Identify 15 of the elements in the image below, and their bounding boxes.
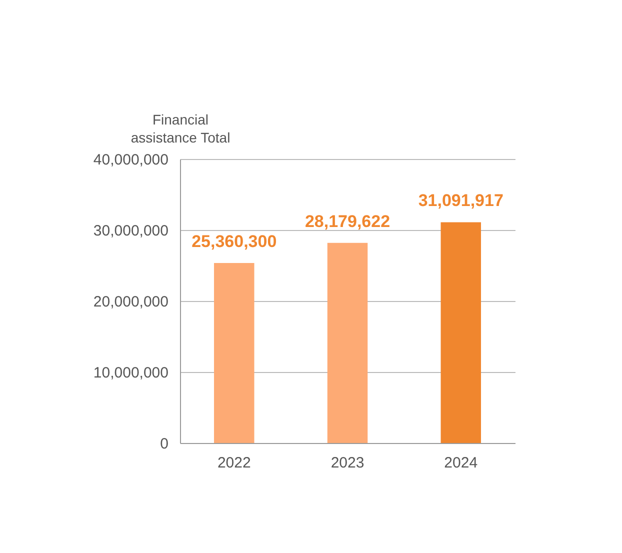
x-tick-label: 2022	[217, 454, 251, 472]
bar	[440, 222, 481, 443]
bar	[214, 262, 254, 443]
y-tick-label: 30,000,000	[93, 222, 168, 240]
data-label: 28,179,622	[304, 212, 390, 231]
y-tick-label: 40,000,000	[93, 152, 168, 168]
x-tick-label: 2023	[330, 454, 364, 472]
x-tick-label: 2024	[444, 454, 478, 472]
data-label: 25,360,300	[192, 232, 277, 251]
data-label: 31,091,917	[418, 191, 504, 210]
y-tick-label: 20,000,000	[93, 294, 168, 310]
y-tick-label: 0	[160, 436, 168, 452]
y-tick-label: 10,000,000	[93, 364, 168, 382]
y-axis-title: Financial assistance Total	[130, 112, 230, 146]
bar	[327, 242, 368, 443]
